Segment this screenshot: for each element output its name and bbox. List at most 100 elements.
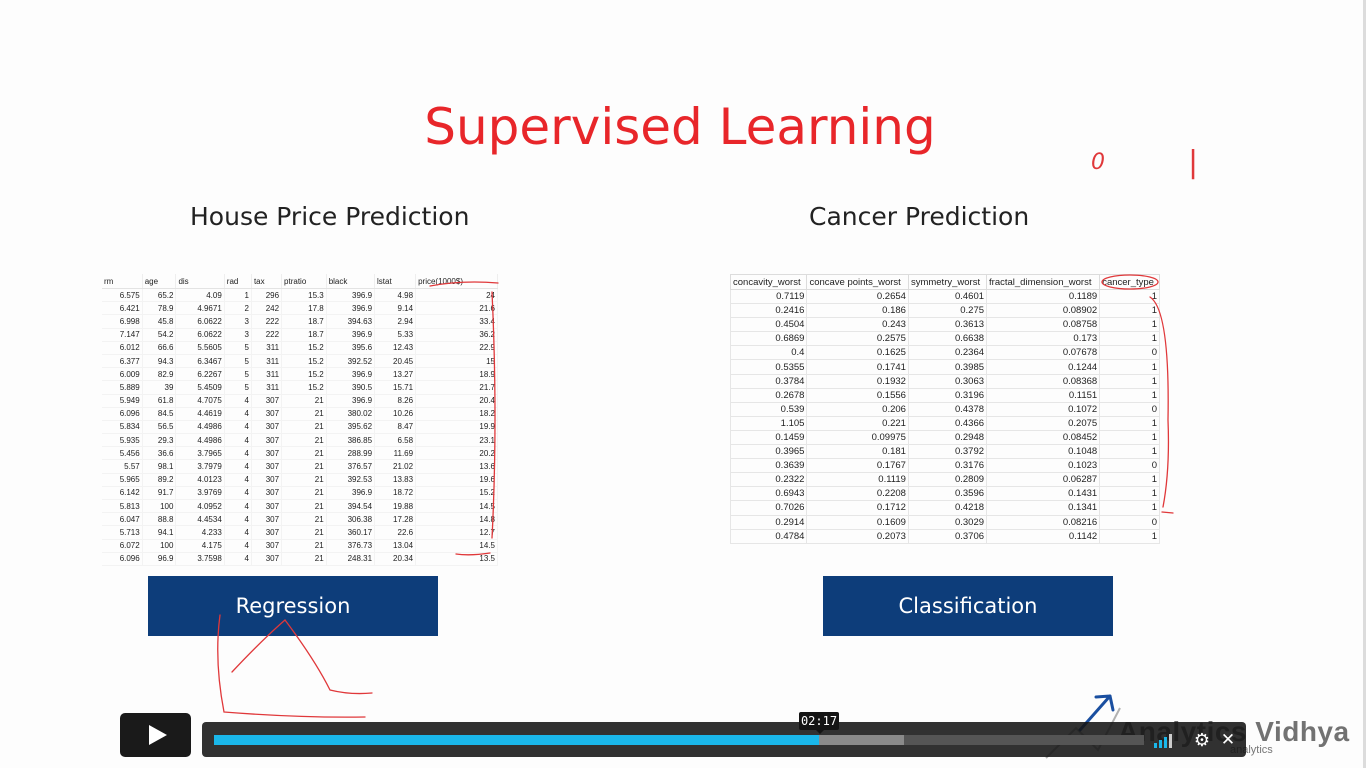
cancer-table-cell: 0.1151 — [986, 387, 1101, 403]
house-table-cell: 100 — [142, 499, 177, 514]
table-row: 6.009 82.9 6.2267 5 311 15.2 396.9 13.27 18.9 — [102, 367, 498, 382]
house-table-cell: 6.142 — [102, 486, 143, 501]
table-row: 6.575 65.2 4.09 1 296 15.3 396.9 4.98 24 — [102, 288, 498, 303]
cancer-table-cell: 0.275 — [907, 303, 988, 319]
house-table-cell: 4 — [224, 446, 252, 461]
cancer-table-cell: 0.1741 — [806, 359, 909, 375]
table-row: 0.5355 0.1741 0.3985 0.1244 1 — [729, 359, 1160, 375]
cancer-table-cell: 0.08452 — [986, 429, 1101, 446]
house-table-cell: 307 — [251, 525, 283, 540]
house-table-cell: 6.377 — [102, 354, 143, 369]
house-table-header-cell: ptratio — [281, 274, 327, 289]
house-table-cell: 88.8 — [142, 512, 177, 527]
house-table-cell: 6.096 — [102, 552, 143, 566]
table-row: 6.012 66.6 5.5605 5 311 15.2 395.6 12.43 22.9 — [102, 341, 498, 355]
house-table-cell: 360.17 — [326, 525, 376, 540]
cancer-table-cell: 0.08216 — [986, 514, 1101, 530]
cancer-table-header-cell: concavity_worst — [729, 274, 808, 290]
house-table-cell: 6.047 — [102, 512, 143, 527]
table-row: 6.096 84.5 4.4619 4 307 21 380.02 10.26 18.2 — [102, 407, 498, 421]
house-table-cell: 4 — [224, 407, 252, 421]
cancer-table-cell: 0.1142 — [986, 528, 1101, 544]
house-table-cell: 20.4 — [415, 394, 498, 408]
house-table-cell: 15 — [415, 354, 498, 369]
cancer-table-cell: 0.2416 — [729, 303, 808, 319]
cancer-table-cell: 1.105 — [729, 415, 808, 431]
house-table-cell: 56.5 — [142, 420, 177, 435]
table-row: 0.3639 0.1767 0.3176 0.1023 0 — [729, 458, 1160, 474]
gear-icon[interactable]: ⚙ — [1193, 730, 1211, 750]
cancer-table-cell: 0.221 — [806, 415, 909, 431]
house-table-cell: 380.02 — [326, 407, 376, 421]
cancer-table-cell: 0.1459 — [729, 429, 808, 446]
house-table-cell: 3 — [224, 314, 252, 329]
house-table-header-cell: rad — [224, 274, 252, 289]
house-table-cell: 390.5 — [326, 380, 376, 395]
cancer-table-cell: 0.181 — [806, 444, 909, 460]
house-table-cell: 4.9671 — [175, 301, 225, 316]
table-row: 0.6869 0.2575 0.6638 0.173 1 — [729, 331, 1160, 347]
cancer-table-cell: 0.186 — [806, 303, 909, 319]
volume-icon[interactable] — [1154, 732, 1178, 748]
cancer-table-cell: 0.3985 — [907, 359, 988, 375]
house-table-header-cell: lstat — [374, 274, 417, 289]
house-table-cell: 6.3467 — [175, 354, 225, 369]
cancer-table-cell: 0.7026 — [729, 500, 808, 516]
cancer-table-header-cell: concave points_worst — [806, 274, 909, 290]
house-table-header-cell: price(1000$) — [415, 274, 498, 289]
house-table-cell: 21 — [281, 486, 327, 501]
house-table-cell: 66.6 — [142, 341, 177, 355]
cancer-table-cell: 0.6943 — [729, 486, 808, 502]
house-table-header-cell: rm — [102, 274, 143, 289]
cancer-table-cell: 1 — [1099, 472, 1160, 488]
cancer-table-cell: 0.4601 — [907, 288, 988, 305]
cancer-table-cell: 0.1244 — [986, 359, 1101, 375]
cancer-table-cell: 0.3792 — [907, 444, 988, 460]
table-row: 0.1459 0.09975 0.2948 0.08452 1 — [729, 429, 1160, 446]
house-table-cell: 307 — [251, 499, 283, 514]
house-table-cell: 6.0622 — [175, 314, 225, 329]
house-table-cell: 5.834 — [102, 420, 143, 435]
house-table-cell: 13.04 — [374, 539, 417, 553]
house-table-cell: 5.949 — [102, 394, 143, 408]
house-table-cell: 21.7 — [415, 380, 498, 395]
play-button[interactable] — [120, 713, 191, 757]
house-table-cell: 396.9 — [326, 486, 376, 501]
table-row: 6.421 78.9 4.9671 2 242 17.8 396.9 9.14 21.6 — [102, 301, 498, 316]
house-table-cell: 21 — [281, 512, 327, 527]
house-table-cell: 14.8 — [415, 512, 498, 527]
fullscreen-icon[interactable]: ✕ — [1220, 730, 1236, 749]
house-table-cell: 5.713 — [102, 525, 143, 540]
house-table-cell: 2 — [224, 301, 252, 316]
house-table-cell: 222 — [251, 314, 283, 329]
house-table-cell: 18.9 — [415, 367, 498, 382]
house-table-cell: 395.6 — [326, 341, 376, 355]
cancer-table-cell: 1 — [1099, 429, 1160, 446]
house-table-cell: 3.7965 — [175, 446, 225, 461]
house-table-cell: 5 — [224, 367, 252, 382]
house-table-cell: 4.4986 — [175, 433, 225, 448]
classification-box: Classification — [823, 576, 1113, 636]
house-table-cell: 5 — [224, 380, 252, 395]
house-table-cell: 9.14 — [374, 301, 417, 316]
cancer-table-cell: 1 — [1099, 444, 1160, 460]
house-table-cell: 311 — [251, 354, 283, 369]
house-table-cell: 5 — [224, 354, 252, 369]
table-row: 0.539 0.206 0.4378 0.1072 0 — [729, 401, 1160, 417]
house-table-cell: 311 — [251, 341, 283, 355]
table-row: 6.096 96.9 3.7598 4 307 21 248.31 20.34 13.5 — [102, 552, 498, 566]
cancer-table-cell: 0.6638 — [907, 331, 988, 347]
cancer-table-cell: 1 — [1099, 359, 1160, 375]
house-table-cell: 396.9 — [326, 367, 376, 382]
cancer-table-cell: 0.3965 — [729, 444, 808, 460]
cancer-table-cell: 0.09975 — [806, 429, 909, 446]
house-table-cell: 21 — [281, 446, 327, 461]
house-table-cell: 2.94 — [374, 314, 417, 329]
house-table-cell: 15.71 — [374, 380, 417, 395]
house-table-cell: 21.6 — [415, 301, 498, 316]
progress-track[interactable] — [214, 735, 1144, 745]
house-table-cell: 307 — [251, 394, 283, 408]
cancer-table-cell: 0 — [1099, 458, 1160, 474]
cancer-table-header-cell: fractal_dimension_worst — [986, 274, 1101, 290]
